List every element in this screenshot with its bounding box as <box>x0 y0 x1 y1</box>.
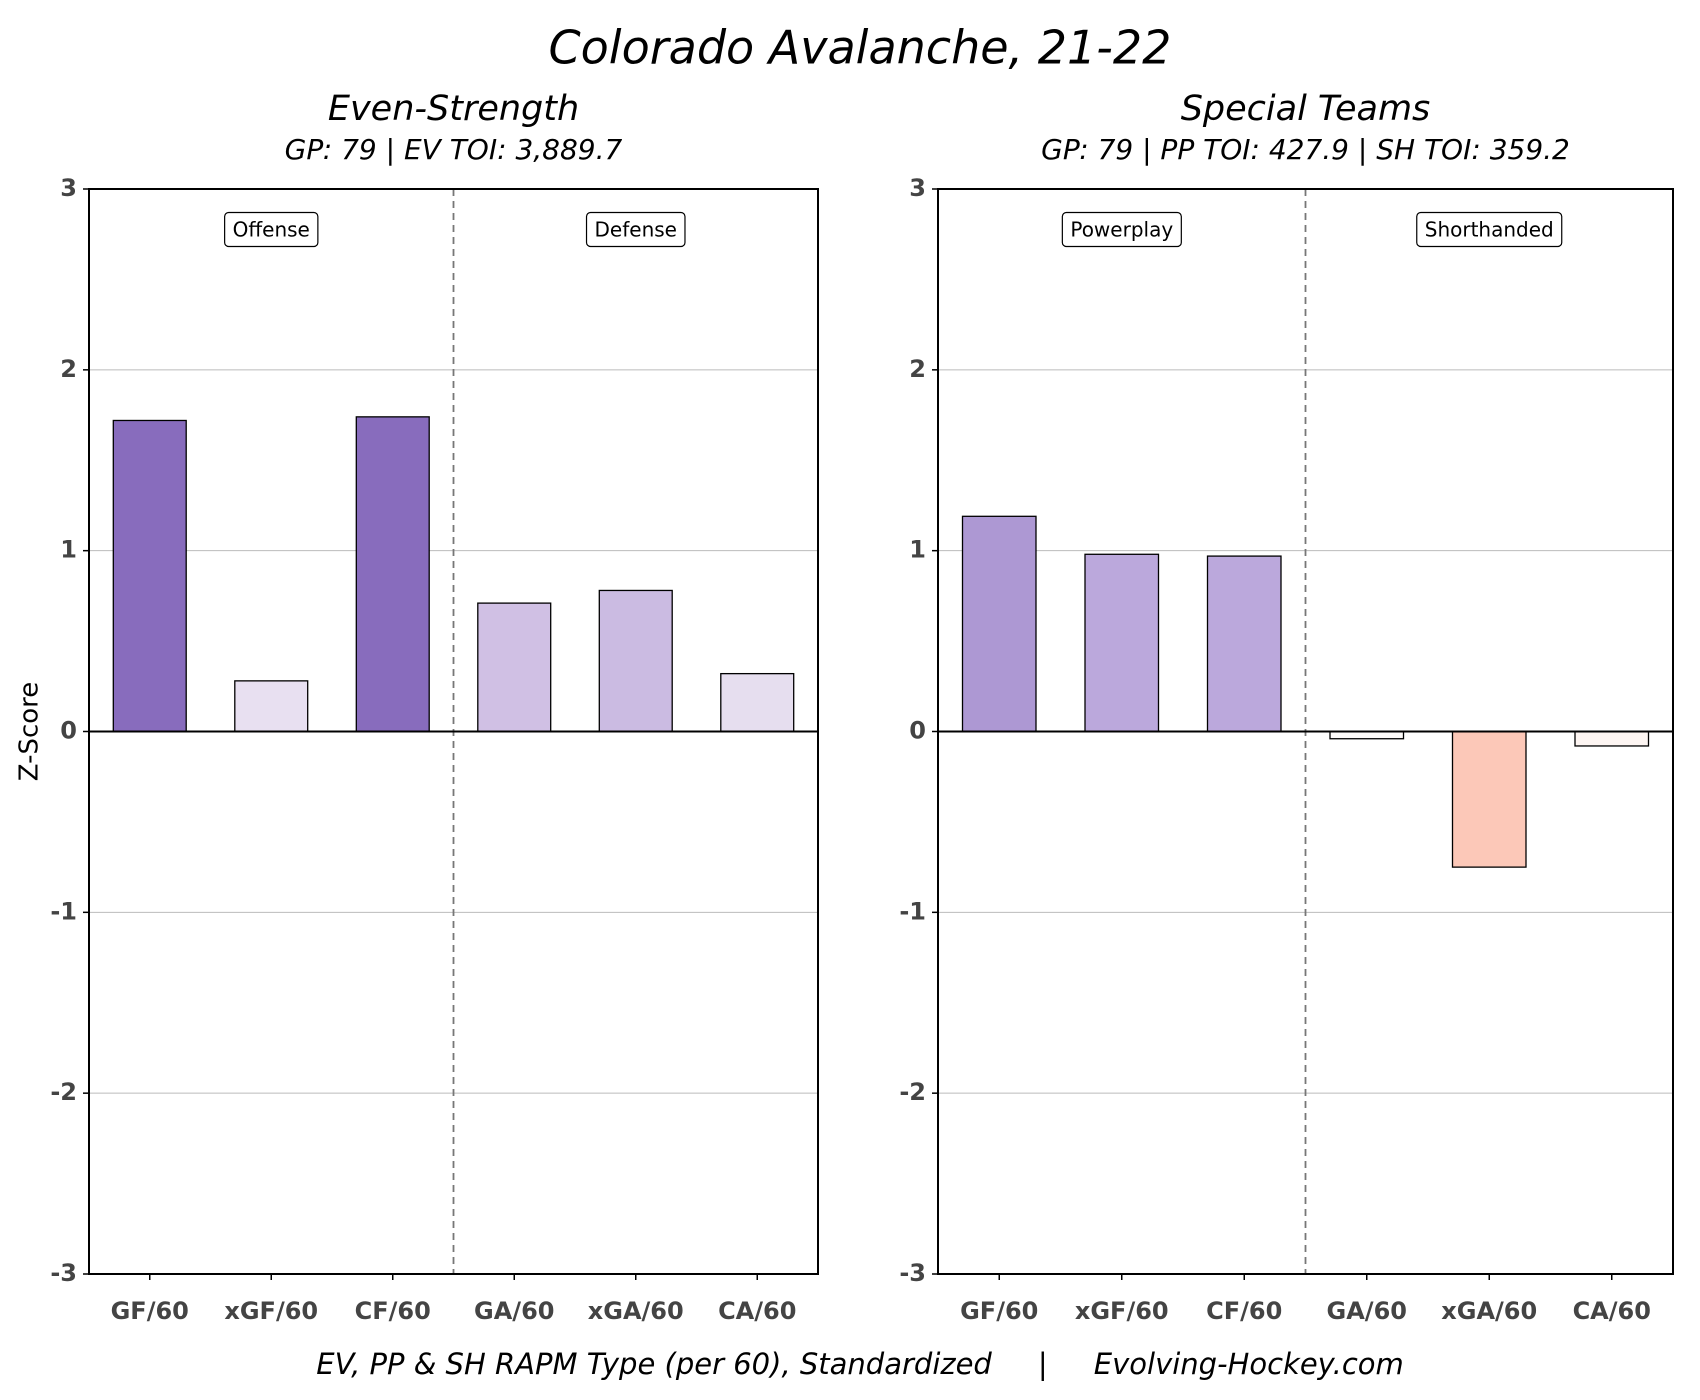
y-axis-label: Z-Score <box>15 682 45 782</box>
group-label-box <box>1416 211 1563 248</box>
bar <box>598 589 673 733</box>
y-tick-label: -1 <box>899 897 926 925</box>
bar <box>112 419 187 733</box>
x-tick-label: xGF/60 <box>1075 1297 1169 1325</box>
subplot-title: Even-Strength <box>328 89 579 129</box>
x-tick-label: xGF/60 <box>224 1297 318 1325</box>
group-label: Offense <box>233 218 310 242</box>
plot-frame <box>88 188 819 1275</box>
bar <box>720 672 795 733</box>
y-tick-label: 2 <box>909 355 926 383</box>
group-label: Powerplay <box>1070 218 1173 242</box>
y-tick-label: 3 <box>60 174 77 202</box>
bar <box>1084 553 1160 733</box>
bar <box>234 680 309 733</box>
bar <box>961 515 1037 733</box>
y-tick-label: -3 <box>50 1259 77 1287</box>
subplot-title: Special Teams <box>1181 89 1431 129</box>
x-tick-label: GA/60 <box>1327 1297 1407 1325</box>
x-tick-label: CA/60 <box>1573 1297 1651 1325</box>
bar <box>1574 730 1650 747</box>
group-label: Defense <box>595 218 677 242</box>
y-tick-label: -1 <box>50 897 77 925</box>
x-tick-label: GF/60 <box>111 1297 189 1325</box>
group-label-box <box>1061 211 1182 248</box>
chart-title: Colorado Avalanche, 21-22 <box>549 21 1172 75</box>
y-tick-label: -3 <box>899 1259 926 1287</box>
x-tick-label: xGA/60 <box>1441 1297 1537 1325</box>
x-tick-label: xGA/60 <box>588 1297 684 1325</box>
x-tick-label: CF/60 <box>1206 1297 1282 1325</box>
y-tick-label: 3 <box>909 174 926 202</box>
x-tick-label: CF/60 <box>355 1297 431 1325</box>
group-label: Shorthanded <box>1425 218 1554 242</box>
subplot-subtitle: GP: 79 | PP TOI: 427.9 | SH TOI: 359.2 <box>1041 133 1570 166</box>
y-tick-label: 2 <box>60 355 77 383</box>
y-tick-label: 0 <box>60 717 77 745</box>
caption: EV, PP & SH RAPM Type (per 60), Standard… <box>316 1347 1404 1381</box>
y-tick-label: 0 <box>909 717 926 745</box>
x-tick-label: CA/60 <box>718 1297 796 1325</box>
y-tick-label: -2 <box>899 1078 926 1106</box>
bar <box>1451 730 1527 868</box>
group-label-box <box>585 211 686 248</box>
x-tick-label: GA/60 <box>474 1297 554 1325</box>
bar <box>1206 555 1282 733</box>
bar <box>355 416 430 733</box>
y-tick-label: 1 <box>909 536 926 564</box>
bar <box>477 602 552 733</box>
group-label-box <box>224 211 319 248</box>
y-tick-label: 1 <box>60 536 77 564</box>
x-tick-label: GF/60 <box>960 1297 1038 1325</box>
plot-frame <box>937 188 1674 1275</box>
bar <box>1329 730 1405 740</box>
y-tick-label: -2 <box>50 1078 77 1106</box>
subplot-subtitle: GP: 79 | EV TOI: 3,889.7 <box>285 133 623 166</box>
